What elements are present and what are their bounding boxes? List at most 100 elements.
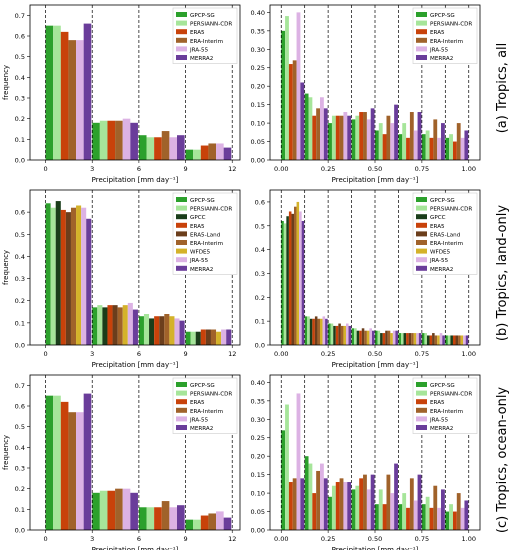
legend-entry: JRA-55 (429, 417, 449, 423)
bar-era5-5 (406, 137, 410, 160)
bar-era5-0 (60, 401, 69, 530)
row-label-a: (a) Tropics, all (495, 43, 510, 134)
bar-era5-2 (335, 325, 339, 345)
bar-merra2-3 (223, 517, 232, 530)
bar-gpcp-sg-5 (398, 333, 401, 345)
bar-era5-land-5 (408, 333, 412, 345)
legend-swatch (416, 29, 427, 35)
bar-gpcp-sg-6 (421, 504, 426, 530)
legend-entry: WFDE5 (430, 250, 451, 256)
bar-gpcc-5 (403, 333, 407, 345)
y-tick-label: 0.6 (255, 198, 265, 206)
y-tick-label: 0.2 (255, 294, 265, 302)
bar-persiann-cdr-4 (378, 123, 383, 160)
bar-era5-3 (359, 478, 364, 530)
legend-entry: PERSIANN-CDR (430, 392, 472, 398)
legend-entry: ERA5-Land (430, 232, 461, 238)
bar-merra2-3 (223, 147, 232, 160)
bar-merra2-5 (417, 474, 422, 530)
bar-era5-land-2 (338, 323, 341, 345)
legend-entry: JRA-55 (189, 258, 209, 264)
bar-jra-55-7 (460, 137, 465, 160)
bar-gpcp-sg-0 (45, 203, 51, 345)
axes-frame (29, 189, 241, 346)
y-tick-label: 0.3 (255, 270, 265, 278)
bar-jra-55-3 (366, 489, 371, 530)
bar-persiann-cdr-6 (425, 496, 430, 530)
bar-gpcp-sg-2 (138, 316, 144, 345)
bar-merra2-7 (464, 500, 469, 530)
chart-panel-b-left: 0.0 0.1 0.2 0.3 0.4 0.5 0.6 0 3 6 9 12 Precipitation… (2, 189, 241, 369)
bar-persiann-cdr-0 (53, 25, 61, 160)
bar-persiann-cdr-0 (285, 16, 289, 161)
bar-jra-55-3 (369, 328, 372, 345)
y-tick-label: 0.20 (251, 453, 265, 461)
bar-merra2-2 (177, 505, 185, 530)
bar-wfde5-1 (320, 318, 323, 345)
legend-swatch (416, 231, 427, 237)
bar-merra2-1 (130, 492, 138, 530)
bar-merra2-2 (179, 320, 185, 345)
bar-era5-6 (429, 507, 434, 530)
bar-era-interim-1 (117, 307, 123, 345)
bar-gpcp-sg-0 (281, 30, 286, 161)
bar-era5-5 (406, 333, 409, 345)
legend-swatch (416, 20, 427, 26)
bar-gpcc-1 (309, 318, 313, 345)
bar-wfde5-1 (122, 305, 128, 345)
bar-merra2-7 (465, 335, 469, 345)
y-tick-label: 0.15 (251, 101, 265, 109)
legend-entry: MERRA2 (430, 426, 453, 432)
bar-gpcp-sg-1 (304, 316, 308, 345)
y-tick-label: 0.1 (15, 506, 25, 514)
bar-persiann-cdr-2 (146, 507, 155, 530)
bar-gpcp-sg-3 (351, 119, 356, 160)
legend: GPCP-SG PERSIANN-CDR GPCC ERA5 ERA5-Land ERA-… (172, 192, 238, 275)
bar-gpcp-sg-6 (421, 333, 425, 345)
legend-swatch (176, 416, 187, 422)
bar-wfde5-7 (460, 335, 464, 345)
legend-entry: MERRA2 (430, 56, 453, 62)
bar-merra2-4 (395, 330, 398, 345)
bar-merra2-1 (132, 309, 138, 345)
x-tick-label: 3 (90, 535, 94, 543)
bar-persiann-cdr-3 (355, 115, 360, 160)
legend-swatch (176, 248, 187, 254)
y-tick-label: 0.1 (255, 318, 265, 326)
bar-era-interim-2 (339, 478, 344, 530)
legend-entry: PERSIANN-CDR (190, 207, 232, 213)
bar-gpcp-sg-3 (185, 149, 194, 160)
bar-jra-55-2 (169, 137, 177, 160)
bar-jra-55-1 (322, 316, 326, 345)
bar-era5-3 (359, 112, 364, 160)
bar-jra-55-0 (296, 393, 301, 530)
bar-merra2-1 (323, 108, 328, 160)
legend-swatch (176, 240, 187, 245)
bar-gpcp-sg-7 (445, 511, 450, 530)
bar-persiann-cdr-0 (50, 207, 56, 345)
bar-merra2-6 (442, 335, 445, 345)
x-tick-label: 0.75 (415, 350, 429, 358)
y-tick-label: 0.0 (15, 157, 25, 165)
y-tick-label: 0.00 (251, 157, 265, 165)
legend-swatch (416, 425, 427, 430)
bar-persiann-cdr-0 (53, 395, 61, 530)
y-axis-label: frequency (2, 65, 10, 100)
bar-gpcc-6 (426, 335, 430, 345)
bar-wfde5-2 (169, 316, 175, 345)
bar-era-interim-2 (161, 131, 170, 160)
bar-era-interim-1 (115, 120, 123, 160)
legend-entry: JRA-55 (189, 47, 209, 53)
bar-era-interim-2 (164, 314, 170, 345)
y-tick-label: 0.3 (15, 465, 25, 473)
legend-entry: GPCP-SG (430, 383, 455, 389)
bar-era-interim-6 (433, 485, 438, 530)
bar-jra-55-2 (345, 323, 349, 345)
bar-era5-land-7 (455, 335, 459, 345)
legend-swatch (176, 12, 187, 17)
bar-jra-55-2 (174, 318, 180, 345)
bar-jra-55-4 (390, 493, 395, 530)
bar-gpcp-sg-7 (445, 137, 450, 160)
y-tick-label: 0.4 (15, 444, 25, 452)
bar-jra-55-1 (320, 463, 324, 530)
